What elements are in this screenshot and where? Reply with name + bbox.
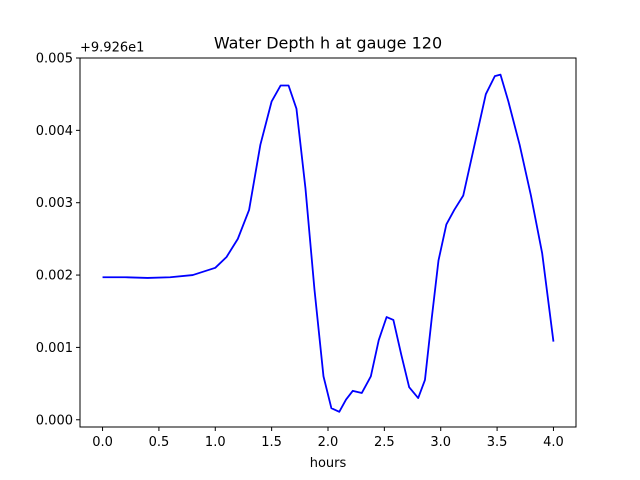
- plot-background: [80, 58, 576, 427]
- x-axis-label: hours: [310, 456, 347, 471]
- x-tick-label: 3.5: [487, 435, 508, 450]
- x-axis-ticks: 0.0 0.5 1.0 1.5 2.0 2.5 3.0 3.5 4.0: [92, 427, 564, 450]
- y-tick-label: 0.003: [36, 196, 73, 211]
- y-tick-label: 0.000: [36, 413, 73, 428]
- plot-area: [79, 57, 577, 428]
- x-tick-label: 2.5: [374, 435, 395, 450]
- y-tick-label: 0.001: [36, 341, 73, 356]
- series-line-0: [102, 73, 555, 413]
- chart-title: Water Depth h at gauge 120: [214, 34, 442, 53]
- y-tick-label: 0.002: [36, 269, 73, 284]
- y-offset-label: +9.926e1: [80, 41, 144, 56]
- x-tick-label: 0.5: [149, 435, 170, 450]
- x-tick-label: 1.5: [261, 435, 282, 450]
- y-tick-label: 0.004: [36, 124, 73, 139]
- x-tick-label: 3.0: [430, 435, 451, 450]
- y-tick-label: 0.005: [36, 52, 73, 67]
- x-tick-label: 1.0: [205, 435, 226, 450]
- x-tick-label: 0.0: [92, 435, 113, 450]
- x-tick-label: 2.0: [318, 435, 339, 450]
- y-axis-ticks: 0.000 0.001 0.002 0.003 0.004 0.005: [36, 52, 80, 428]
- x-tick-label: 4.0: [543, 435, 564, 450]
